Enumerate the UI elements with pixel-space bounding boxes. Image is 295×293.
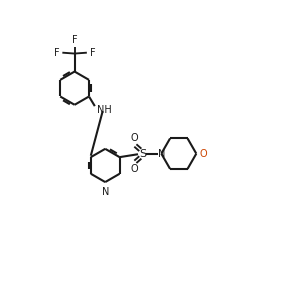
- Text: O: O: [130, 133, 138, 143]
- Text: F: F: [90, 48, 95, 58]
- Text: N: N: [158, 149, 165, 159]
- Text: F: F: [54, 48, 59, 58]
- Text: O: O: [130, 164, 138, 174]
- Text: NH: NH: [97, 105, 112, 115]
- Text: F: F: [72, 35, 77, 45]
- Text: S: S: [139, 149, 146, 159]
- Text: O: O: [200, 149, 207, 159]
- Text: N: N: [101, 187, 109, 197]
